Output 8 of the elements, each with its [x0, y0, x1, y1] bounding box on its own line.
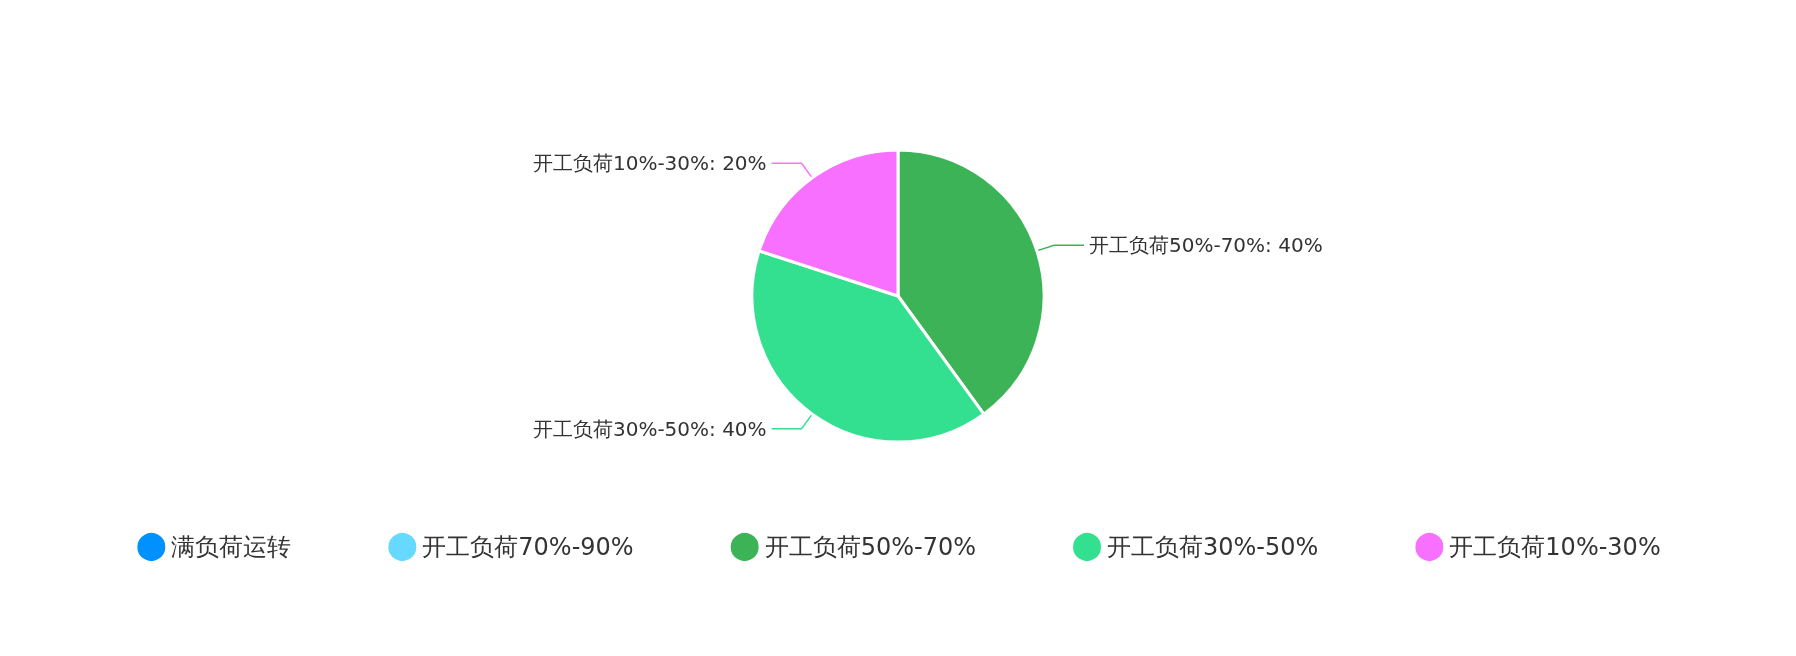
data-label: 开工负荷50%-70%: 40%	[1088, 233, 1323, 258]
data-label: 开工负荷10%-30%: 20%	[532, 151, 767, 176]
legend-label: 开工负荷70%-90%	[422, 533, 634, 561]
legend-label: 满负荷运转	[171, 533, 292, 561]
legend-label: 开工负荷50%-70%	[764, 533, 977, 561]
data-label: 开工负荷30%-50%: 40%	[532, 416, 767, 441]
legend-label: 开工负荷30%-50%	[1107, 533, 1319, 561]
legend-label: 开工负荷10%-30%	[1449, 533, 1661, 561]
